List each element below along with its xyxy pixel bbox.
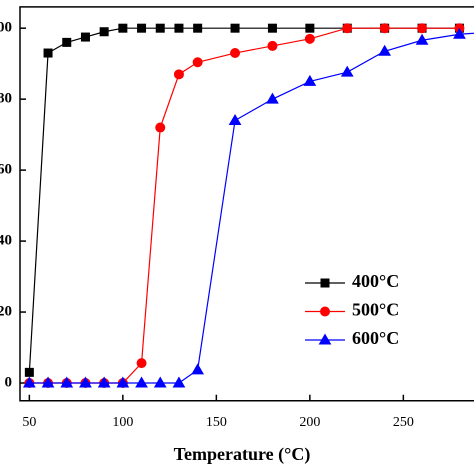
point: [136, 358, 147, 369]
point: [267, 23, 277, 33]
point: [174, 23, 184, 33]
point: [41, 376, 55, 388]
x-tick-label: 150: [206, 415, 227, 430]
series-line: [29, 32, 474, 384]
point: [230, 48, 241, 59]
point: [266, 92, 279, 104]
plot-frame: [19, 6, 474, 402]
point: [80, 32, 90, 42]
point: [192, 57, 203, 68]
point: [118, 23, 128, 33]
point: [303, 74, 317, 86]
point: [60, 376, 74, 388]
point: [153, 376, 167, 388]
legend-label: 500°C: [352, 300, 399, 320]
point: [172, 376, 186, 388]
x-tick-label: 200: [299, 415, 320, 430]
y-tick-label: 80: [0, 91, 12, 107]
point: [230, 23, 240, 33]
point: [155, 122, 166, 133]
point: [453, 27, 466, 39]
point: [320, 306, 330, 317]
point: [304, 33, 315, 44]
point: [173, 69, 184, 80]
point: [137, 23, 147, 33]
point: [340, 65, 354, 77]
point: [320, 278, 330, 288]
point: [79, 376, 92, 388]
point: [342, 23, 353, 34]
x-tick-label: 100: [112, 415, 133, 430]
point: [155, 23, 165, 33]
y-tick-label: 60: [0, 162, 12, 178]
point: [417, 23, 428, 34]
legend-label: 400°C: [352, 271, 399, 291]
y-tick-label: 40: [0, 233, 12, 249]
y-tick-label: 0: [5, 374, 13, 390]
legend-label: 600°C: [352, 328, 399, 348]
point: [267, 40, 278, 51]
point: [99, 27, 109, 37]
point: [305, 23, 315, 33]
point: [22, 376, 36, 388]
point: [43, 48, 53, 58]
point: [379, 23, 390, 34]
point: [97, 376, 111, 388]
y-tick-label: 100: [0, 20, 12, 36]
point: [24, 367, 34, 377]
point: [116, 376, 130, 388]
point: [228, 113, 242, 125]
point: [135, 376, 148, 388]
point: [318, 333, 332, 345]
y-tick-label: 20: [0, 303, 12, 319]
x-tick-label: 250: [393, 415, 414, 430]
point: [62, 37, 72, 47]
point: [191, 363, 205, 375]
x-axis-label: Temperature (°C): [174, 444, 311, 465]
point: [415, 33, 429, 45]
point: [378, 44, 392, 56]
series-line: [28, 27, 460, 373]
x-tick-label: 50: [22, 415, 36, 430]
point: [193, 23, 203, 33]
